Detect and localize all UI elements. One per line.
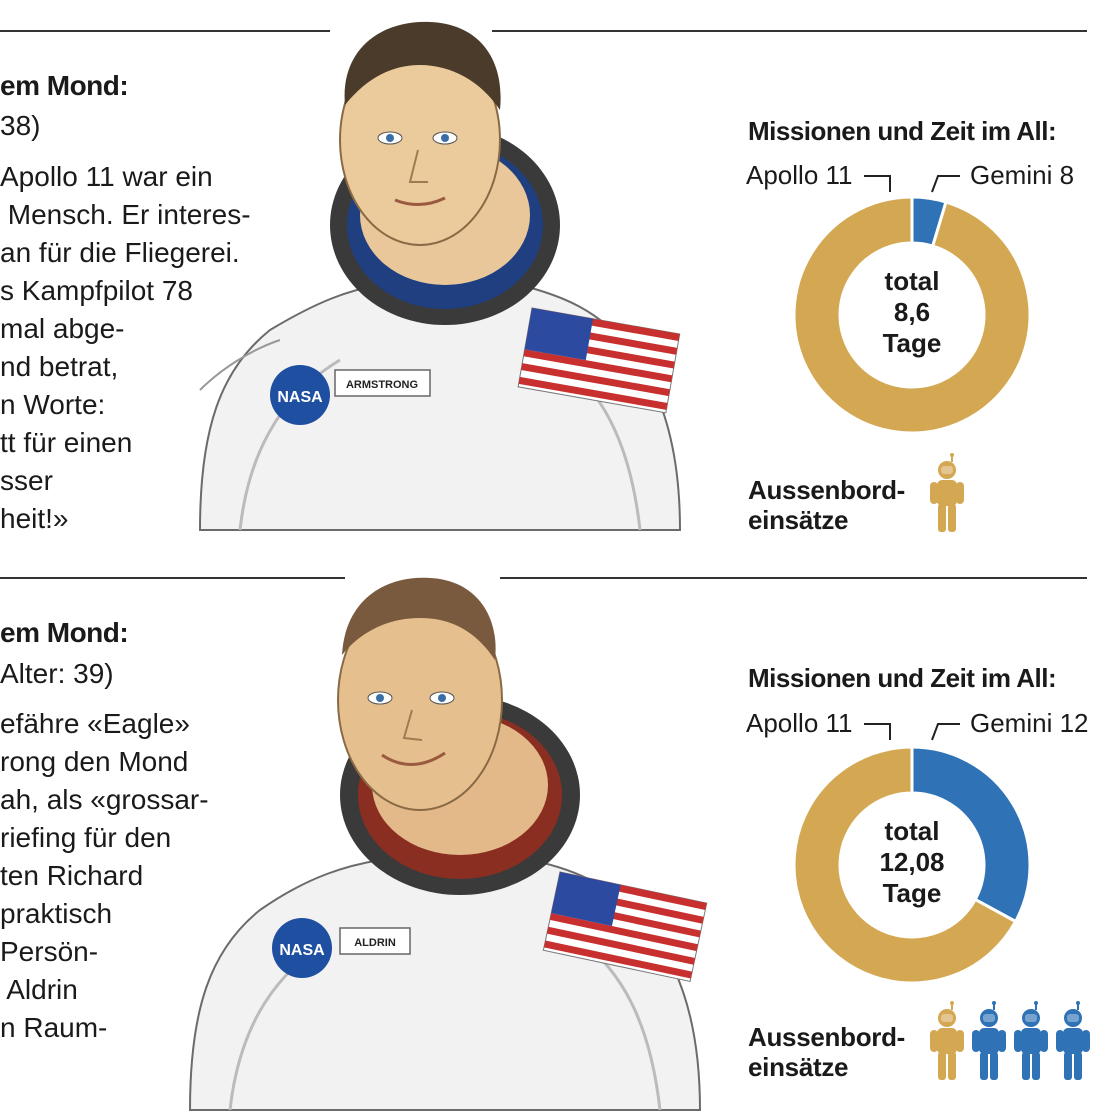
section-divider-left xyxy=(0,30,330,32)
legend-apollo11: Apollo 11 xyxy=(746,160,853,190)
astronaut-portrait-aldrin: NASA ALDRIN xyxy=(188,577,708,1111)
section-divider-right xyxy=(500,577,1087,579)
bio-line: nd betrat, xyxy=(0,351,119,382)
center-line-3: Tage xyxy=(882,878,942,908)
center-line-1: total xyxy=(884,816,940,846)
astronaut-bio: efähre «Eagle» rong den Mond ah, als «gros… xyxy=(0,705,209,1047)
section-divider-right xyxy=(492,30,1087,32)
bio-line: efähre «Eagle» xyxy=(0,708,190,739)
bio-line: rong den Mond xyxy=(0,746,189,777)
astronaut-icon xyxy=(972,1001,1006,1080)
donut-center-label: total 12,08 Tage xyxy=(842,816,982,909)
bio-line: praktisch xyxy=(0,898,113,929)
donut-slice-gemini-12 xyxy=(910,745,1032,924)
bio-line: riefing für den xyxy=(0,822,172,853)
astronaut-heading: em Mond: xyxy=(0,70,129,101)
donut-chart-aldrin xyxy=(792,745,1032,985)
center-line-2: 12,08 xyxy=(879,847,945,877)
bio-line: n Raum- xyxy=(0,1012,108,1043)
legend-gemini: Gemini 12 xyxy=(970,708,1089,738)
eva-label: Aussenbord- einsätze xyxy=(748,475,906,535)
astronaut-section-aldrin: em Mond: Alter: 39) efähre «Eagle» rong d… xyxy=(0,560,1120,1120)
astronaut-section-armstrong: em Mond: 38) Apollo 11 war ein Mensch. E… xyxy=(0,21,1087,538)
svg-text:ARMSTRONG: ARMSTRONG xyxy=(346,379,418,391)
leader-lines xyxy=(864,175,960,193)
donut-slice-apollo-11 xyxy=(792,195,1032,435)
astronaut-age: 38) xyxy=(0,110,41,141)
bio-line: ah, als «grossar- xyxy=(0,784,209,815)
center-line-1: total xyxy=(884,266,940,296)
astronaut-heading: em Mond: xyxy=(0,617,129,648)
bio-line: Persön- xyxy=(0,936,99,967)
bio-line: an für die Fliegerei. xyxy=(0,237,240,268)
bio-line: n Worte: xyxy=(0,389,106,420)
svg-text:ALDRIN: ALDRIN xyxy=(354,937,396,949)
astronaut-icon xyxy=(930,1001,964,1080)
bio-line: ten Richard xyxy=(0,860,144,891)
eva-icons xyxy=(928,452,966,534)
bio-line: Mensch. Er interes- xyxy=(0,199,251,230)
center-line-2: 8,6 xyxy=(893,297,931,327)
donut-slice-apollo-11 xyxy=(792,745,1018,985)
astronaut-bio: Apollo 11 war ein Mensch. Er interes-an … xyxy=(0,158,251,538)
svg-text:NASA: NASA xyxy=(279,942,325,959)
astronaut-icon xyxy=(930,453,964,532)
chart-title: Missionen und Zeit im All: xyxy=(748,663,1057,693)
astronaut-portrait-armstrong: NASA ARMSTRONG xyxy=(198,21,682,531)
bio-line: heit!» xyxy=(0,503,69,534)
section-divider-left xyxy=(0,577,345,579)
bio-line: tt für einen xyxy=(0,427,133,458)
legend-apollo11: Apollo 11 xyxy=(746,708,853,738)
leader-lines xyxy=(864,723,960,741)
bio-line: Aldrin xyxy=(0,974,78,1005)
astronaut-icon xyxy=(1014,1001,1048,1080)
legend-gemini: Gemini 8 xyxy=(970,160,1075,190)
bio-line: Apollo 11 war ein xyxy=(0,161,213,192)
eva-icons xyxy=(928,1000,1092,1082)
bio-line: mal abge- xyxy=(0,313,125,344)
svg-text:NASA: NASA xyxy=(277,389,323,406)
chart-title: Missionen und Zeit im All: xyxy=(748,116,1057,146)
bio-line: sser xyxy=(0,465,53,496)
donut-chart-armstrong xyxy=(792,195,1032,435)
donut-center-label: total 8,6 Tage xyxy=(842,266,982,359)
center-line-3: Tage xyxy=(882,328,942,358)
astronaut-icon xyxy=(1056,1001,1090,1080)
bio-line: s Kampfpilot 78 xyxy=(0,275,193,306)
eva-label: Aussenbord- einsätze xyxy=(748,1022,906,1082)
astronaut-age: Alter: 39) xyxy=(0,658,114,689)
